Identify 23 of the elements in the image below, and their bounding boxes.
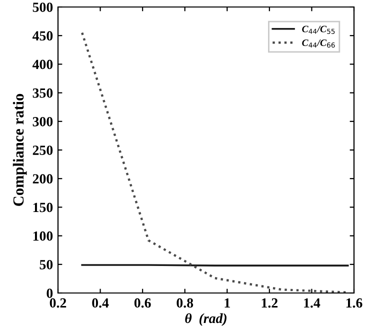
y-tick-label: 500 [32,2,53,12]
x-tick-label: 0.2 [50,298,66,308]
x-axis-title: θ (rad) [185,313,226,326]
x-tick-label: 0.6 [134,298,151,308]
x-tick-label: 1.6 [346,298,362,308]
y-tick-label: 200 [32,174,53,184]
y-tick-label: 400 [32,60,53,70]
y-tick-label: 50 [40,260,53,270]
x-tick-label: 1.2 [262,298,278,308]
y-tick-label: 150 [33,202,53,212]
x-tick-label: 1.4 [304,298,320,308]
x-tick-label: 0.4 [92,298,109,308]
y-tick-label: 300 [32,116,53,126]
legend-label: C$_{44}$/C$_{66}$ [302,40,335,48]
x-tick-label: 1 [224,298,230,308]
legend-label: C$_{44}$/C$_{55}$ [302,26,335,34]
y-tick-label: 0 [46,288,53,298]
y-tick-label: 250 [32,146,53,155]
y-tick-label: 450 [32,31,53,41]
y-tick-label: 100 [33,231,53,241]
y-tick-label: 350 [32,88,53,98]
y-axis-title: Compliance ratio [12,94,27,206]
x-tick-label: 0.8 [176,298,194,308]
